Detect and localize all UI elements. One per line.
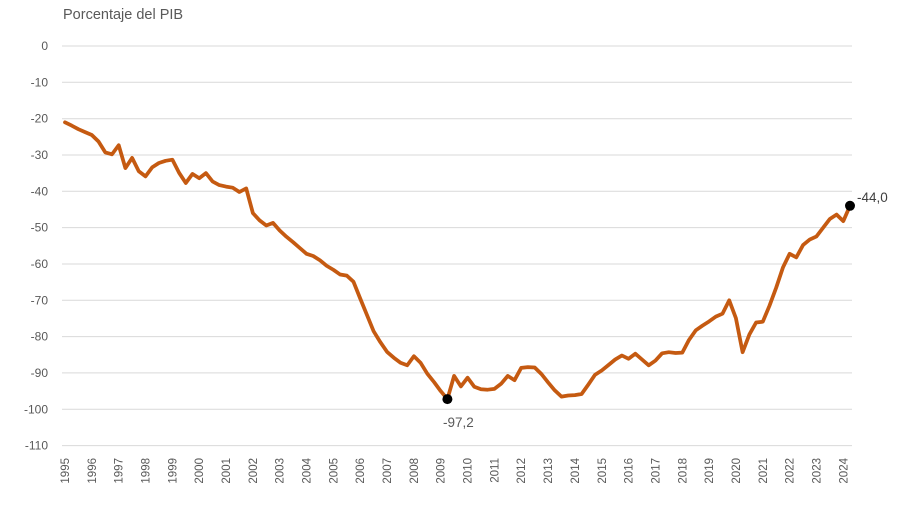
x-axis-tick-label: 2022 [785, 458, 797, 484]
x-axis-tick-label: 2019 [704, 458, 716, 484]
x-axis-tick-label: 2008 [409, 458, 421, 484]
x-axis-tick-label: 2004 [302, 457, 314, 483]
x-axis-tick-label: 1996 [87, 458, 99, 484]
annotations-group: -97,2 -44,0 [442, 190, 888, 430]
x-axis-tick-label: 2021 [758, 458, 770, 484]
x-axis-tick-label: 2017 [650, 458, 662, 484]
x-axis-tick-label: 2012 [516, 458, 528, 484]
data-series-group [63, 120, 852, 401]
x-axis-tick-label: 2018 [677, 458, 689, 484]
y-axis-tick-label: -40 [31, 184, 49, 198]
y-axis-tick-label: -10 [31, 75, 49, 89]
x-axis-tick-label: 2014 [570, 457, 582, 483]
x-axis-tick-label: 2013 [543, 458, 555, 484]
y-axis-tick-label: -60 [31, 257, 49, 271]
y-axis-tick-label: -100 [24, 402, 48, 416]
y-axis-tick-label: -30 [31, 148, 49, 162]
x-axis-tick-label: 1998 [141, 458, 153, 484]
min-value-label: -97,2 [443, 415, 474, 430]
x-axis-tick-label: 1999 [167, 458, 179, 484]
x-axis-labels-group: 1995 1996 1997 1998 1999 2000 2001 2002 2003 2004… [60, 457, 850, 483]
x-axis-tick-label: 2011 [489, 458, 501, 483]
x-axis-tick-label: 2007 [382, 458, 394, 484]
x-axis-tick-label: 2001 [221, 458, 233, 484]
x-axis-tick-label: 2023 [812, 458, 824, 484]
x-axis-tick-label: 1995 [60, 458, 72, 484]
x-axis-tick-label: 2020 [731, 458, 743, 484]
x-axis-tick-label: 2006 [355, 458, 367, 484]
x-axis-tick-label: 2015 [597, 458, 609, 484]
x-axis-tick-label: 2002 [248, 458, 260, 484]
x-axis-tick-label: 2016 [624, 458, 636, 484]
y-axis-tick-label: -80 [31, 330, 49, 344]
chart-title: Porcentaje del PIB [63, 7, 183, 23]
y-axis-tick-label: 0 [41, 39, 48, 53]
gridlines-group [62, 45, 852, 447]
y-axis-tick-label: -50 [31, 221, 49, 235]
x-axis-tick-label: 2003 [275, 458, 287, 484]
x-axis-tick-label: 1997 [114, 458, 126, 484]
y-axis-tick-label: -20 [31, 112, 49, 126]
x-axis-tick-label: 2010 [463, 458, 475, 484]
x-axis-tick-label: 2005 [328, 458, 340, 484]
x-axis-tick-label: 2024 [838, 457, 850, 483]
y-axis-labels-group: 0 -10 -20 -30 -40 -50 -60 -70 -80 -90 -100 -110 [24, 39, 48, 453]
latest-value-label: -44,0 [857, 190, 888, 205]
latest-point-marker [845, 200, 855, 211]
y-axis-tick-label: -90 [31, 366, 49, 380]
x-axis-tick-label: 2009 [436, 458, 448, 484]
min-point-marker [442, 394, 453, 405]
y-axis-tick-label: -70 [31, 293, 49, 307]
y-axis-tick-label: -110 [25, 439, 48, 453]
data-line [63, 120, 852, 401]
x-axis-tick-label: 2000 [194, 458, 206, 484]
